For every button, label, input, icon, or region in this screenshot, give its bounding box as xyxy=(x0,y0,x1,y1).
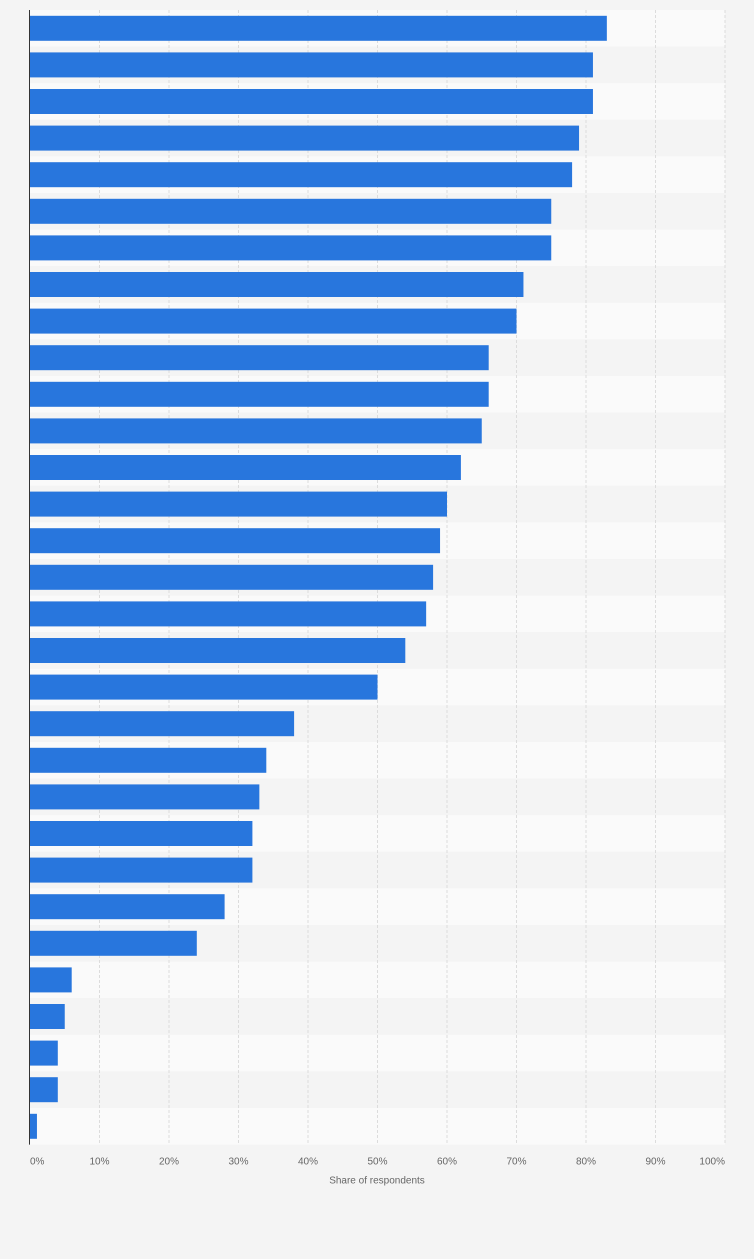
bar[interactable] xyxy=(30,198,552,224)
bar[interactable] xyxy=(30,125,580,151)
x-tick-label: 40% xyxy=(298,1157,318,1168)
bar[interactable] xyxy=(30,1113,37,1139)
bar[interactable] xyxy=(30,1040,58,1066)
bar[interactable] xyxy=(30,381,489,407)
x-tick-label: 0% xyxy=(30,1157,45,1168)
x-tick-label: 50% xyxy=(367,1157,387,1168)
x-axis-title: Share of respondents xyxy=(329,1176,425,1187)
x-tick-label: 100% xyxy=(699,1157,725,1168)
bar[interactable] xyxy=(30,1077,58,1103)
bar[interactable] xyxy=(30,601,427,627)
bar[interactable] xyxy=(30,674,378,700)
x-tick-label: 60% xyxy=(437,1157,457,1168)
bar[interactable] xyxy=(30,1004,65,1029)
bar[interactable] xyxy=(30,418,482,444)
bar[interactable] xyxy=(30,162,573,188)
bar[interactable] xyxy=(30,967,72,993)
bar[interactable] xyxy=(30,821,253,846)
x-tick-label: 10% xyxy=(89,1157,109,1168)
bar[interactable] xyxy=(30,272,524,297)
x-tick-label: 80% xyxy=(576,1157,596,1168)
bar[interactable] xyxy=(30,711,295,737)
bar[interactable] xyxy=(30,894,225,920)
bar[interactable] xyxy=(30,89,593,114)
bars xyxy=(30,15,607,1139)
bar[interactable] xyxy=(30,345,489,371)
bar[interactable] xyxy=(30,638,406,663)
x-axis-ticks: 0% 10% 20% 30% 40% 50% 60% 70% 80% 90% 100% xyxy=(30,1157,725,1168)
bar[interactable] xyxy=(30,528,441,554)
x-tick-label: 20% xyxy=(159,1157,179,1168)
bar[interactable] xyxy=(30,308,517,334)
x-tick-label: 70% xyxy=(506,1157,526,1168)
x-tick-label: 90% xyxy=(645,1157,665,1168)
bar[interactable] xyxy=(30,491,447,517)
bar[interactable] xyxy=(30,235,552,261)
x-tick-label: 30% xyxy=(228,1157,248,1168)
bar[interactable] xyxy=(30,857,253,883)
bar[interactable] xyxy=(30,784,260,810)
bar[interactable] xyxy=(30,52,593,78)
bar[interactable] xyxy=(30,747,267,773)
bar[interactable] xyxy=(30,930,197,956)
bar[interactable] xyxy=(30,15,607,41)
bar[interactable] xyxy=(30,455,461,480)
bar[interactable] xyxy=(30,564,434,590)
